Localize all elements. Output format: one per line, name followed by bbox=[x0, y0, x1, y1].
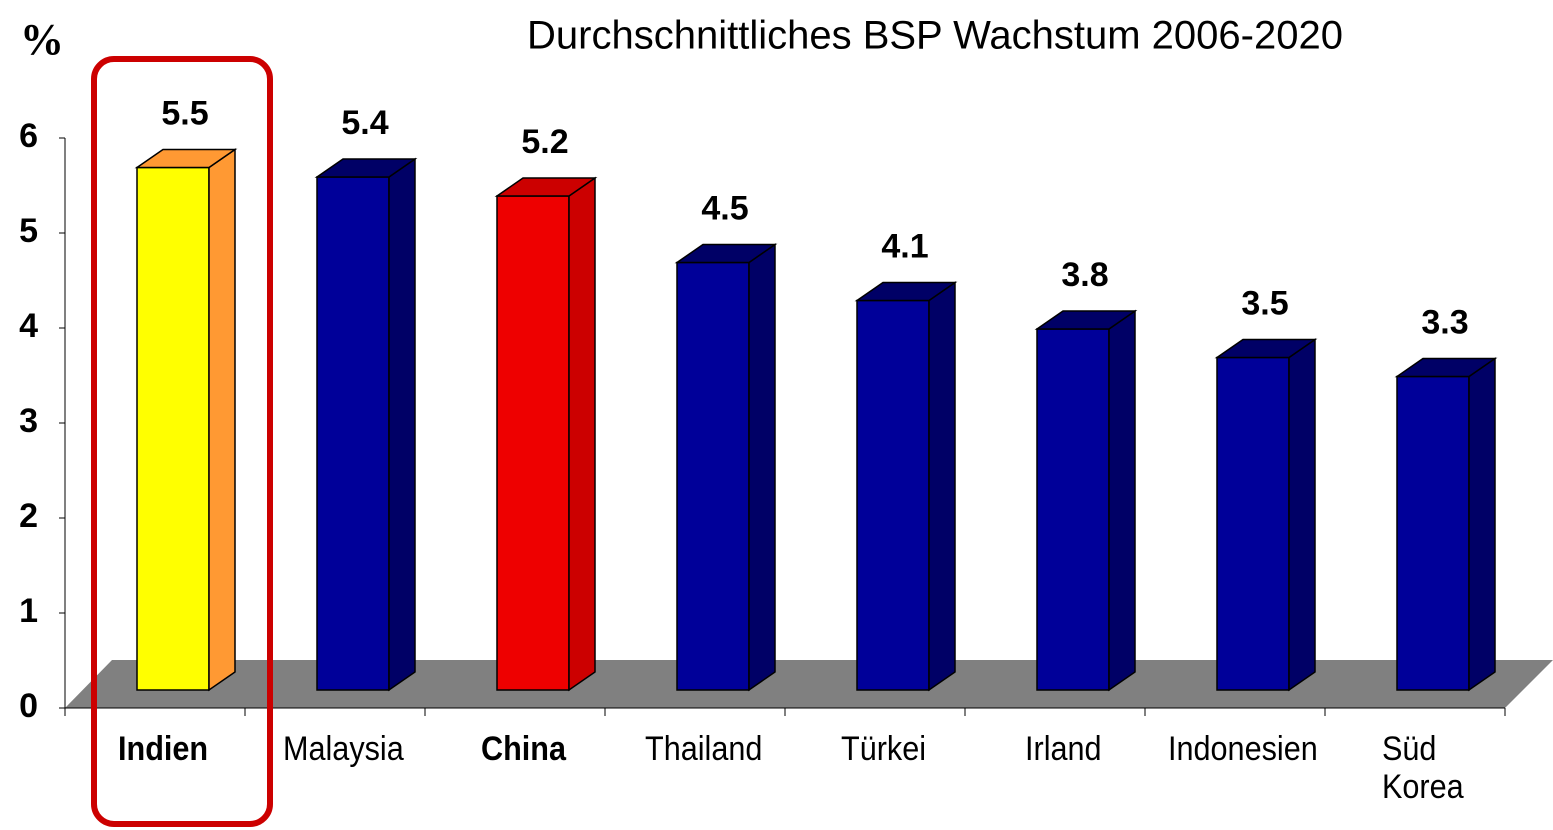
bar-face bbox=[136, 166, 210, 691]
bar-face bbox=[928, 281, 956, 692]
floor bbox=[65, 660, 1553, 708]
bar bbox=[1214, 338, 1318, 692]
bar-face bbox=[1288, 338, 1316, 692]
bar-face bbox=[748, 243, 776, 692]
x-tick-label: Süd Korea bbox=[1382, 730, 1464, 806]
y-tick-label: 3 bbox=[19, 402, 38, 440]
y-tick-label: 6 bbox=[19, 117, 38, 155]
chart-title: Durchschnittliches BSP Wachstum 2006-202… bbox=[527, 14, 1343, 58]
bar-face bbox=[1394, 357, 1498, 378]
value-label: 4.1 bbox=[881, 227, 928, 265]
bar-face bbox=[568, 176, 596, 692]
value-label: 3.5 bbox=[1241, 284, 1288, 322]
value-label: 3.3 bbox=[1421, 303, 1468, 341]
bar-face bbox=[494, 177, 598, 197]
x-tick-label: Indonesien bbox=[1168, 730, 1319, 768]
highlight-box bbox=[91, 56, 273, 827]
y-tick-label: 5 bbox=[19, 212, 38, 250]
value-label: 5.5 bbox=[161, 94, 208, 132]
bar bbox=[1034, 309, 1138, 692]
bar-face bbox=[316, 176, 390, 691]
bar-face bbox=[1034, 310, 1138, 330]
bar bbox=[854, 281, 958, 692]
bar-face bbox=[1214, 338, 1318, 359]
bar-face bbox=[496, 195, 570, 691]
bar-face bbox=[1108, 309, 1136, 692]
bar-face bbox=[134, 148, 238, 169]
y-tick-label: 2 bbox=[19, 497, 38, 535]
x-tick-label: Türkei bbox=[840, 730, 926, 768]
bar bbox=[674, 243, 778, 692]
value-label: 5.4 bbox=[341, 104, 388, 142]
bar-face bbox=[208, 148, 236, 692]
bar-face bbox=[676, 261, 750, 691]
bar bbox=[494, 176, 598, 692]
y-tick-label: 0 bbox=[19, 687, 38, 725]
y-axis-label: % bbox=[20, 15, 64, 64]
bar-face bbox=[1036, 328, 1110, 691]
bar-face bbox=[854, 281, 958, 302]
bar-face bbox=[1468, 357, 1496, 692]
bar bbox=[134, 148, 238, 692]
x-tick-label: Irland bbox=[1024, 730, 1102, 768]
value-label: 3.8 bbox=[1061, 256, 1108, 294]
bar-face bbox=[856, 299, 930, 691]
value-label: 4.5 bbox=[701, 189, 748, 227]
x-tick-label: Thailand bbox=[644, 730, 762, 768]
bar bbox=[1394, 357, 1498, 692]
bar-face bbox=[388, 157, 416, 692]
x-tick-label: Indien bbox=[118, 730, 209, 768]
x-tick-label: China bbox=[480, 730, 566, 768]
value-label: 5.2 bbox=[521, 123, 568, 161]
bar-face bbox=[1396, 375, 1470, 691]
bar-face bbox=[674, 243, 778, 264]
y-tick-label: 1 bbox=[19, 592, 38, 630]
y-tick-label: 4 bbox=[19, 307, 38, 345]
bar-face bbox=[314, 158, 418, 178]
x-tick-label: Malaysia bbox=[282, 730, 404, 768]
bar bbox=[314, 157, 418, 692]
bar-face bbox=[1216, 356, 1290, 691]
